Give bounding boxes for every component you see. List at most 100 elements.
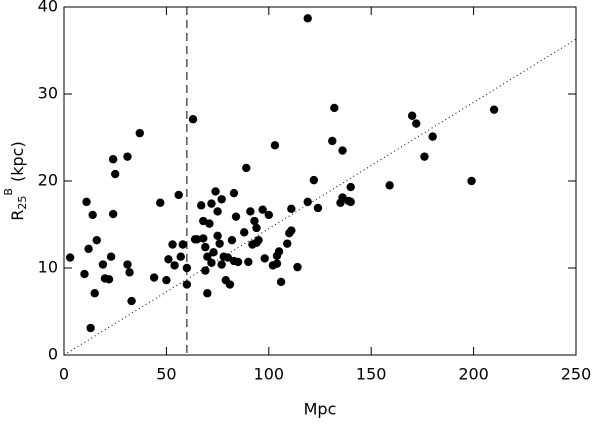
point — [164, 255, 173, 264]
point — [207, 199, 216, 208]
point — [264, 210, 273, 220]
point — [211, 187, 220, 196]
point — [330, 103, 339, 113]
point — [260, 254, 269, 263]
point — [303, 197, 312, 207]
point — [215, 239, 224, 248]
point — [88, 210, 97, 220]
point — [65, 253, 75, 262]
point — [428, 132, 437, 141]
point — [135, 128, 144, 138]
point — [420, 152, 429, 161]
point — [328, 136, 337, 146]
point — [111, 169, 120, 179]
point — [203, 289, 212, 298]
point — [217, 260, 226, 269]
x-tick-label: 250 — [561, 365, 592, 384]
point — [412, 119, 421, 128]
point — [82, 197, 91, 207]
y-label-sub: 25 — [16, 196, 29, 210]
point — [104, 275, 114, 284]
point — [283, 239, 292, 248]
point — [287, 204, 296, 214]
point — [346, 182, 355, 192]
point — [213, 207, 222, 216]
x-tick-label: 0 — [59, 365, 69, 384]
point — [182, 280, 192, 289]
point — [209, 248, 218, 257]
point — [125, 268, 134, 277]
point — [178, 240, 187, 249]
point — [270, 141, 280, 150]
point — [246, 207, 255, 216]
point — [192, 235, 202, 244]
x-tick-label: 200 — [458, 365, 489, 384]
point — [108, 209, 118, 219]
point — [84, 244, 93, 254]
point — [127, 296, 136, 306]
point — [223, 253, 233, 262]
point — [168, 240, 177, 249]
point — [108, 155, 118, 164]
point — [149, 273, 159, 282]
point — [338, 146, 347, 155]
y-axis-label: R25B (kpc) — [2, 141, 29, 220]
y-label-unit: (kpc) — [8, 141, 27, 182]
point — [276, 277, 286, 287]
point — [250, 216, 259, 226]
point — [217, 195, 226, 204]
x-tick-label: 50 — [156, 365, 176, 384]
point — [346, 197, 355, 207]
point — [201, 266, 210, 275]
x-tick-label: 150 — [356, 365, 387, 384]
point — [90, 289, 99, 298]
point — [313, 203, 323, 213]
point — [240, 228, 249, 237]
point — [254, 235, 263, 245]
point — [123, 260, 132, 269]
point — [123, 152, 132, 161]
point — [229, 188, 239, 198]
point — [199, 234, 208, 243]
y-tick-label: 20 — [38, 171, 58, 190]
point — [258, 205, 267, 214]
point — [213, 231, 222, 241]
x-axis-label: Mpc — [304, 400, 337, 419]
point — [80, 269, 89, 279]
plot-frame — [63, 6, 577, 356]
point — [92, 235, 101, 245]
y-tick-label: 30 — [38, 84, 58, 103]
point — [293, 262, 302, 272]
point — [203, 252, 212, 261]
y-tick-label: 10 — [38, 258, 58, 277]
point — [174, 190, 183, 200]
point — [274, 247, 284, 256]
point — [227, 235, 237, 245]
point — [309, 175, 319, 185]
y-label-base: R — [8, 210, 27, 221]
point — [467, 176, 476, 186]
y-label-sup: B — [2, 188, 15, 196]
x-tick-label: 100 — [254, 365, 285, 384]
point — [207, 258, 216, 267]
point — [98, 260, 108, 269]
point — [385, 181, 394, 190]
point — [407, 111, 417, 120]
point — [244, 257, 253, 267]
point — [242, 163, 251, 173]
point — [201, 242, 210, 252]
point — [182, 263, 192, 273]
point — [489, 105, 499, 114]
point — [338, 193, 347, 202]
point — [231, 212, 241, 221]
y-tick-label: 0 — [48, 345, 58, 364]
point — [272, 259, 282, 268]
y-tick-label: 40 — [38, 0, 58, 16]
point — [170, 261, 179, 270]
point — [188, 115, 198, 124]
point — [303, 14, 312, 23]
point — [233, 257, 243, 267]
point — [156, 198, 165, 207]
point — [205, 219, 214, 228]
